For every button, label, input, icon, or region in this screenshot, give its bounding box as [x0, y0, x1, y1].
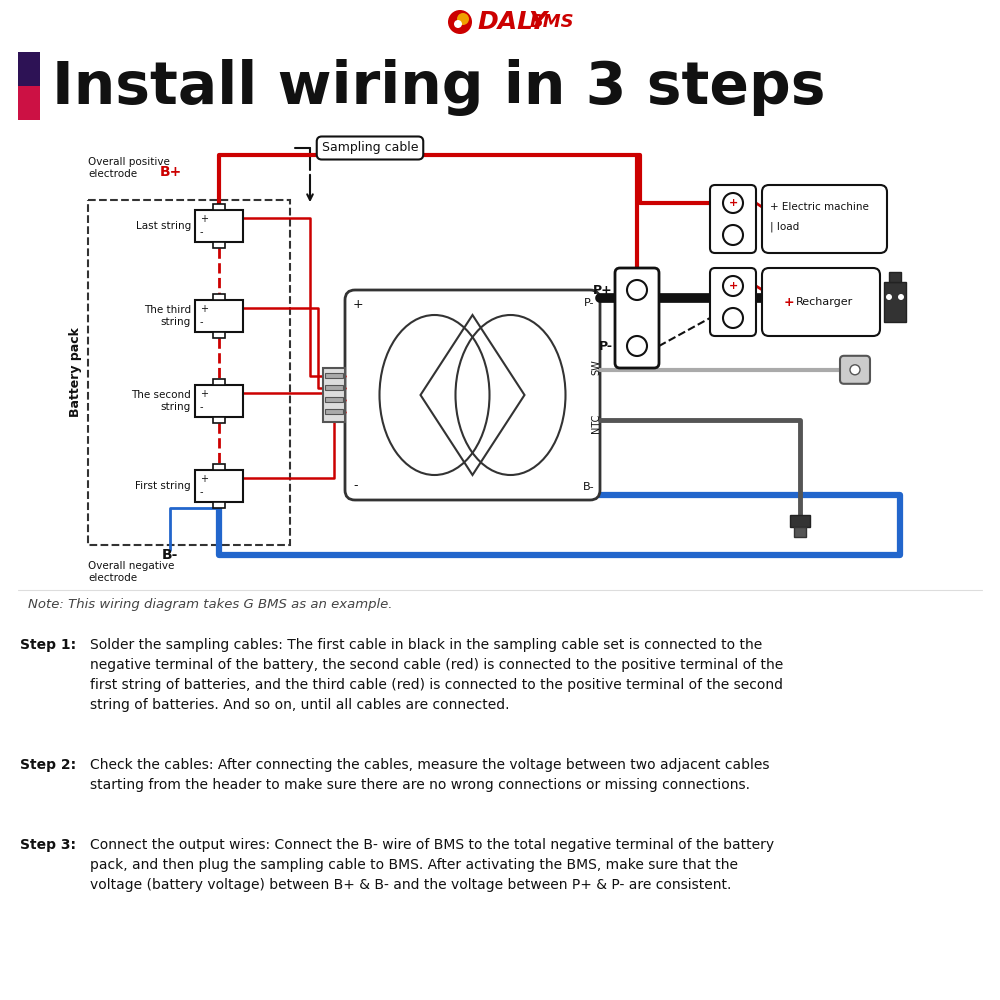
Circle shape	[457, 13, 469, 25]
Bar	[323, 368, 345, 422]
Text: -: -	[200, 317, 204, 327]
Bar	[213, 242, 225, 248]
FancyBboxPatch shape	[710, 268, 756, 336]
Text: The second
string: The second string	[131, 390, 191, 412]
Text: First string: First string	[135, 481, 191, 491]
Bar	[213, 379, 225, 385]
Text: Note: This wiring diagram takes G BMS as an example.: Note: This wiring diagram takes G BMS as…	[28, 598, 392, 611]
Text: B-: B-	[582, 482, 594, 492]
Bar	[889, 272, 901, 282]
Text: Overall negative
electrode: Overall negative electrode	[88, 561, 174, 583]
Bar	[195, 470, 243, 502]
Text: BMS: BMS	[530, 13, 575, 31]
Bar	[213, 464, 225, 470]
Circle shape	[723, 193, 743, 213]
Text: SW: SW	[591, 359, 601, 375]
Bar	[18, 52, 40, 120]
Text: +: +	[200, 389, 208, 399]
Bar	[213, 417, 225, 423]
Circle shape	[723, 276, 743, 296]
Bar	[325, 409, 343, 414]
Text: Step 1:: Step 1:	[20, 638, 76, 652]
FancyBboxPatch shape	[762, 268, 880, 336]
Text: Overall positive
electrode: Overall positive electrode	[88, 157, 170, 179]
Bar	[195, 210, 243, 242]
Text: Step 2:: Step 2:	[20, 758, 76, 772]
Text: -: -	[200, 402, 204, 412]
Text: Sampling cable: Sampling cable	[322, 141, 418, 154]
FancyBboxPatch shape	[710, 185, 756, 253]
FancyBboxPatch shape	[762, 185, 887, 253]
Text: starting from the header to make sure there are no wrong connections or missing : starting from the header to make sure th…	[90, 778, 750, 792]
Bar	[790, 515, 810, 527]
FancyBboxPatch shape	[345, 290, 600, 500]
Text: + Electric machine: + Electric machine	[770, 202, 869, 212]
Bar	[213, 332, 225, 338]
Text: first string of batteries, and the third cable (red) is connected to the positiv: first string of batteries, and the third…	[90, 678, 783, 692]
Text: voltage (battery voltage) between B+ & B- and the voltage between P+ & P- are co: voltage (battery voltage) between B+ & B…	[90, 878, 731, 892]
Text: negative terminal of the battery, the second cable (red) is connected to the pos: negative terminal of the battery, the se…	[90, 658, 783, 672]
Text: P-: P-	[599, 340, 613, 353]
Circle shape	[627, 336, 647, 356]
Text: Check the cables: After connecting the cables, measure the voltage between two a: Check the cables: After connecting the c…	[90, 758, 770, 772]
Text: +: +	[200, 474, 208, 484]
Bar	[213, 204, 225, 210]
Text: Install wiring in 3 steps: Install wiring in 3 steps	[52, 58, 826, 115]
Bar	[794, 527, 806, 537]
FancyBboxPatch shape	[840, 356, 870, 384]
Text: B-: B-	[162, 548, 178, 562]
Text: pack, and then plug the sampling cable to BMS. After activating the BMS, make su: pack, and then plug the sampling cable t…	[90, 858, 738, 872]
Circle shape	[898, 294, 904, 300]
Text: Connect the output wires: Connect the B- wire of BMS to the total negative termi: Connect the output wires: Connect the B-…	[90, 838, 774, 852]
Text: -: -	[200, 487, 204, 497]
Bar	[195, 300, 243, 332]
Bar	[325, 397, 343, 402]
Text: Battery pack: Battery pack	[68, 328, 82, 417]
Text: Last string: Last string	[136, 221, 191, 231]
Text: DALY: DALY	[477, 10, 547, 34]
Circle shape	[723, 308, 743, 328]
Bar	[213, 502, 225, 508]
Circle shape	[723, 225, 743, 245]
Circle shape	[627, 280, 647, 300]
Text: -: -	[200, 227, 204, 237]
Text: B+: B+	[160, 165, 182, 179]
Text: -: -	[353, 479, 358, 492]
Text: Solder the sampling cables: The first cable in black in the sampling cable set i: Solder the sampling cables: The first ca…	[90, 638, 762, 652]
Text: +: +	[353, 298, 364, 311]
FancyBboxPatch shape	[615, 268, 659, 368]
Text: +: +	[784, 296, 795, 308]
Bar	[213, 294, 225, 300]
Bar	[884, 282, 906, 322]
Text: Step 3:: Step 3:	[20, 838, 76, 852]
Text: | load: | load	[770, 222, 799, 232]
Text: The third
string: The third string	[144, 305, 191, 327]
Text: +: +	[200, 304, 208, 314]
Circle shape	[454, 20, 462, 28]
Bar	[325, 373, 343, 378]
Circle shape	[886, 294, 892, 300]
Text: NTC: NTC	[591, 413, 601, 433]
Bar	[325, 385, 343, 390]
Text: string of batteries. And so on, until all cables are connected.: string of batteries. And so on, until al…	[90, 698, 510, 712]
Text: P+: P+	[593, 284, 613, 296]
Bar	[195, 385, 243, 417]
Text: P-: P-	[584, 298, 594, 308]
Bar	[88, 200, 290, 545]
Text: +: +	[728, 198, 738, 208]
Text: Recharger: Recharger	[796, 297, 853, 307]
Circle shape	[448, 10, 472, 34]
Text: +: +	[728, 281, 738, 291]
Text: +: +	[200, 214, 208, 224]
Bar	[18, 52, 40, 86]
Circle shape	[850, 365, 860, 375]
